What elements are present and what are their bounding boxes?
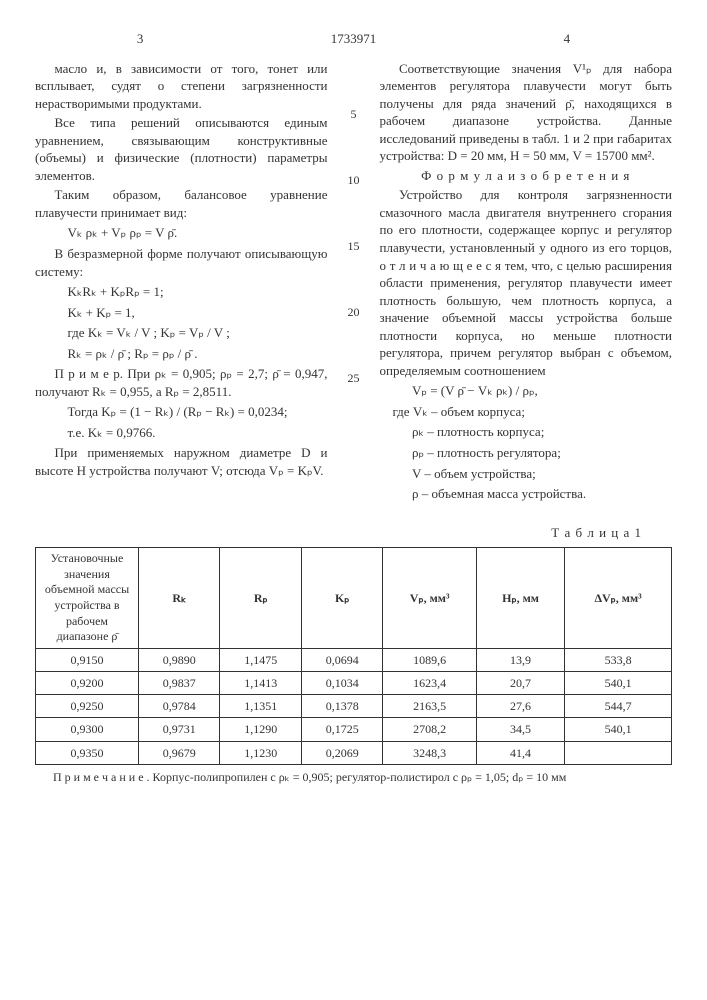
right-p1: Соответствующие значения V¹ₚ для набора … xyxy=(380,60,673,165)
claims-title: Ф о р м у л а и з о б р е т е н и я xyxy=(380,167,673,185)
table-cell: 3248,3 xyxy=(383,741,476,764)
table-cell: 0,1034 xyxy=(301,671,382,694)
page-num-right: 4 xyxy=(462,30,672,48)
table-cell: 0,0694 xyxy=(301,648,382,671)
left-f5: Rₖ = ρₖ / ρ̄ ; Rₚ = ρₚ / ρ̄ . xyxy=(68,345,328,363)
left-f2: KₖRₖ + KₚRₚ = 1; xyxy=(68,283,328,301)
table-cell: 0,9150 xyxy=(36,648,139,671)
table-row: 0,93500,96791,12300,20693248,341,4 xyxy=(36,741,672,764)
table-cell: 544,7 xyxy=(565,695,672,718)
th-4: Vₚ, мм³ xyxy=(383,548,476,649)
data-table: Установочные значения объемной массы уст… xyxy=(35,547,672,765)
table-cell: 0,9837 xyxy=(139,671,220,694)
doc-number: 1733971 xyxy=(248,30,458,48)
left-p5: П р и м е р. При ρₖ = 0,905; ρₚ = 2,7; ρ… xyxy=(35,365,328,400)
table-cell: 1,1413 xyxy=(220,671,301,694)
table-row: 0,93000,97311,12900,17252708,234,5540,1 xyxy=(36,718,672,741)
left-f7: т.е. Kₖ = 0,9766. xyxy=(68,424,328,442)
page-num-left: 3 xyxy=(35,30,245,48)
table-cell: 20,7 xyxy=(476,671,564,694)
right-column: Соответствующие значения V¹ₚ для набора … xyxy=(380,60,673,506)
page-header: 3 1733971 4 xyxy=(35,30,672,48)
table-cell: 1,1230 xyxy=(220,741,301,764)
lineno-25: 25 xyxy=(348,370,360,386)
left-f6: Тогда Kₚ = (1 − Rₖ) / (Rₚ − Rₖ) = 0,0234… xyxy=(68,403,328,421)
table-label: Т а б л и ц а 1 xyxy=(35,524,642,542)
th-5: Hₚ, мм xyxy=(476,548,564,649)
line-number-gutter: 5 10 15 20 25 xyxy=(346,60,362,506)
left-p2: Все типа решений описываются единым урав… xyxy=(35,114,328,184)
th-rowlabel: Установочные значения объемной массы уст… xyxy=(36,548,139,649)
table-cell: 1,1351 xyxy=(220,695,301,718)
table-cell: 13,9 xyxy=(476,648,564,671)
right-l5: ρ – объемная масса устройства. xyxy=(412,485,672,503)
th-1: Rₖ xyxy=(139,548,220,649)
table-cell xyxy=(565,741,672,764)
table-cell: 540,1 xyxy=(565,718,672,741)
left-f3: Kₖ + Kₚ = 1, xyxy=(68,304,328,322)
table-cell: 2708,2 xyxy=(383,718,476,741)
table-cell: 0,9300 xyxy=(36,718,139,741)
left-f4: где Kₖ = Vₖ / V ; Kₚ = Vₚ / V ; xyxy=(68,324,328,342)
table-body: 0,91500,98901,14750,06941089,613,9533,80… xyxy=(36,648,672,764)
table-cell: 34,5 xyxy=(476,718,564,741)
table-note: П р и м е ч а н и е . Корпус-полипропиле… xyxy=(35,769,672,785)
left-column: масло и, в зависимости от того, тонет ил… xyxy=(35,60,328,506)
table-cell: 0,9731 xyxy=(139,718,220,741)
table-cell: 0,1378 xyxy=(301,695,382,718)
left-p1: масло и, в зависимости от того, тонет ил… xyxy=(35,60,328,113)
left-p6: При применяемых наружном диаметре D и вы… xyxy=(35,444,328,479)
table-cell: 2163,5 xyxy=(383,695,476,718)
th-2: Rₚ xyxy=(220,548,301,649)
table-cell: 0,9250 xyxy=(36,695,139,718)
table-cell: 1,1475 xyxy=(220,648,301,671)
table-row: 0,92500,97841,13510,13782163,527,6544,7 xyxy=(36,695,672,718)
table-cell: 1089,6 xyxy=(383,648,476,671)
right-l4: V – объем устройства; xyxy=(412,465,672,483)
lineno-20: 20 xyxy=(348,304,360,320)
left-f1: Vₖ ρₖ + Vₚ ρₚ = V ρ̄. xyxy=(68,224,328,242)
right-p2: Устройство для контроля загрязненности с… xyxy=(380,186,673,379)
th-6: ΔVₚ, мм³ xyxy=(565,548,672,649)
lineno-5: 5 xyxy=(351,106,357,122)
table-cell: 1623,4 xyxy=(383,671,476,694)
left-p3: Таким образом, балансовое уравнение плав… xyxy=(35,186,328,221)
right-l3: ρₚ – плотность регулятора; xyxy=(412,444,672,462)
table-header-row: Установочные значения объемной массы уст… xyxy=(36,548,672,649)
table-cell: 0,9890 xyxy=(139,648,220,671)
table-cell: 0,9679 xyxy=(139,741,220,764)
table-cell: 1,1290 xyxy=(220,718,301,741)
table-cell: 0,9200 xyxy=(36,671,139,694)
right-f1: Vₚ = (V ρ̄ − Vₖ ρₖ) / ρₚ, xyxy=(412,382,672,400)
table-cell: 0,9350 xyxy=(36,741,139,764)
th-3: Kₚ xyxy=(301,548,382,649)
lineno-10: 10 xyxy=(348,172,360,188)
right-l1: где Vₖ – объем корпуса; xyxy=(393,403,673,421)
table-cell: 0,1725 xyxy=(301,718,382,741)
table-cell: 0,9784 xyxy=(139,695,220,718)
lineno-15: 15 xyxy=(348,238,360,254)
table-cell: 27,6 xyxy=(476,695,564,718)
table-cell: 533,8 xyxy=(565,648,672,671)
table-row: 0,91500,98901,14750,06941089,613,9533,8 xyxy=(36,648,672,671)
table-cell: 0,2069 xyxy=(301,741,382,764)
table-cell: 41,4 xyxy=(476,741,564,764)
left-p4: В безразмерной форме получают описывающу… xyxy=(35,245,328,280)
body-columns: масло и, в зависимости от того, тонет ил… xyxy=(35,60,672,506)
right-l2: ρₖ – плотность корпуса; xyxy=(412,423,672,441)
table-cell: 540,1 xyxy=(565,671,672,694)
table-row: 0,92000,98371,14130,10341623,420,7540,1 xyxy=(36,671,672,694)
